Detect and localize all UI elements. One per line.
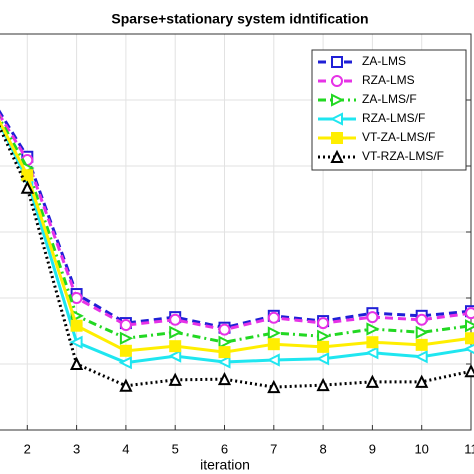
marker [169, 325, 183, 339]
x-axis-label: iteration [200, 457, 250, 473]
marker [119, 319, 132, 332]
marker [366, 322, 380, 336]
marker [267, 379, 281, 394]
legend-box [311, 49, 467, 171]
series-line [0, 116, 472, 344]
legend-label: RZA-LMS [362, 73, 415, 87]
legend-label: RZA-LMS/F [362, 111, 425, 125]
marker [331, 75, 343, 87]
marker [217, 371, 232, 386]
marker [463, 343, 474, 354]
marker [218, 335, 232, 349]
marker [415, 338, 428, 351]
marker [331, 132, 343, 144]
legend-label: ZA-LMS [362, 54, 406, 68]
legend-label: VT-RZA-LMS/F [362, 149, 444, 163]
marker [465, 319, 474, 333]
marker [169, 313, 182, 326]
marker [330, 149, 344, 163]
marker [415, 313, 428, 326]
marker [414, 350, 428, 364]
marker [267, 338, 280, 351]
x-tick-label: 10 [414, 441, 428, 456]
marker [315, 352, 330, 366]
series-line [0, 124, 472, 389]
x-tick-label: 3 [73, 441, 80, 456]
x-tick-label: 7 [270, 441, 277, 456]
marker [366, 311, 379, 324]
x-tick-label: 9 [369, 441, 376, 456]
marker [331, 56, 343, 68]
marker [465, 307, 474, 320]
x-tick-label: 8 [319, 441, 326, 456]
marker [20, 180, 34, 194]
x-tick-label: 4 [122, 441, 129, 456]
marker [218, 323, 231, 336]
chart-title: Sparse+stationary system idntification [111, 11, 368, 27]
marker [169, 340, 182, 353]
marker [415, 325, 429, 339]
x-tick-label: 11 [464, 441, 474, 456]
marker [70, 319, 83, 332]
legend-label: VT-ZA-LMS/F [362, 130, 435, 144]
marker [317, 340, 330, 353]
marker [365, 374, 380, 388]
x-tick-label: 5 [172, 441, 179, 456]
marker [217, 355, 231, 369]
marker [266, 353, 280, 367]
marker [118, 356, 132, 370]
marker [317, 329, 331, 343]
marker [119, 378, 133, 392]
legend: ZA-LMS RZA-LMS ZA-LMS/F RZA-LMS/F VT-ZA-LMS/… [311, 49, 467, 171]
marker [415, 374, 429, 388]
marker [119, 331, 134, 345]
x-tick-label: 6 [221, 441, 228, 456]
marker [218, 346, 231, 359]
marker [168, 372, 182, 386]
marker [267, 326, 282, 340]
marker [119, 344, 132, 357]
marker [167, 349, 182, 363]
marker [317, 317, 330, 330]
marker [267, 311, 280, 324]
marker [329, 112, 343, 126]
marker [69, 356, 84, 370]
marker [366, 336, 379, 349]
legend-label: ZA-LMS/F [362, 92, 417, 106]
marker [465, 332, 474, 345]
marker [331, 93, 345, 107]
marker [316, 377, 330, 392]
marker [21, 169, 34, 182]
plot-frame [0, 33, 472, 431]
marker [69, 335, 83, 349]
marker [365, 346, 379, 360]
x-tick-label: 2 [24, 441, 31, 456]
